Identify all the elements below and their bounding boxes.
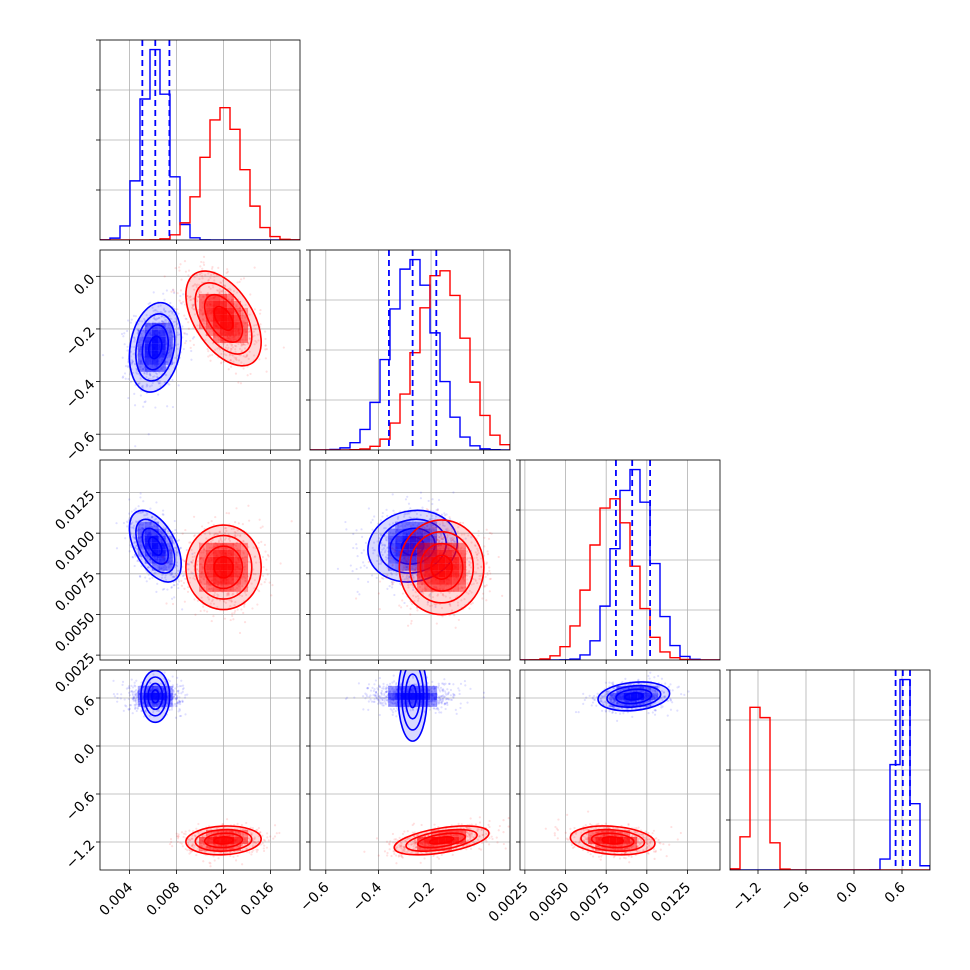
- contours-blue: [128, 301, 182, 393]
- panel-frame: [99, 669, 301, 871]
- panel-frame: [309, 669, 511, 871]
- grid: [310, 670, 510, 870]
- contours-red: [185, 270, 262, 367]
- y-tick-label: −0.4: [63, 377, 98, 412]
- panel-frame: [309, 249, 511, 451]
- y-tick-label: 0.6: [71, 693, 98, 720]
- histogram-blue: [100, 48, 300, 240]
- x-tick-label: −0.4: [350, 879, 385, 914]
- contours-blue: [128, 509, 182, 583]
- panel-frame: [99, 249, 301, 451]
- y-tick-label: −1.2: [63, 837, 98, 872]
- x-tick-label: 0.0100: [608, 880, 654, 926]
- x-tick-label: 0.0: [463, 880, 490, 907]
- panel-3-0: −1.2 −0.6 0.0 0.6 0.004 0.008 0.012 0.016: [63, 669, 301, 920]
- histogram-blue: [520, 468, 720, 660]
- panel-frame: [519, 459, 721, 661]
- y-tick-label: 0.0100: [52, 528, 98, 574]
- grid: [310, 249, 510, 450]
- x-tick-label: 0.012: [191, 880, 231, 920]
- panel-3-1: −0.6 −0.4 −0.2 0.0: [297, 669, 511, 915]
- y-tick-label: −0.2: [63, 324, 98, 359]
- x-tick-label: 0.0075: [567, 880, 613, 926]
- panel-0-0: [96, 39, 301, 244]
- x-tick-label: −1.2: [729, 880, 764, 915]
- y-tick-label: 0.0125: [52, 488, 98, 534]
- y-tick-label: 0.0075: [52, 569, 98, 615]
- panel-3-3: −1.2 −0.6 0.0 0.6: [726, 669, 931, 915]
- y-tick-label: −0.6: [63, 429, 98, 464]
- panel-1-1: [306, 249, 511, 454]
- panel-frame: [99, 459, 301, 661]
- grid: [100, 460, 300, 660]
- contours-red: [398, 519, 485, 616]
- contours-blue: [597, 681, 671, 712]
- x-tick-label: 0.0025: [486, 880, 532, 926]
- x-tick-label: 0.0125: [648, 880, 694, 926]
- panel-frame: [729, 669, 931, 871]
- contours-red: [185, 524, 262, 611]
- y-tick-label: 0.0: [71, 741, 98, 768]
- panel-frame: [519, 669, 721, 871]
- x-tick-label: 0.004: [97, 879, 137, 919]
- density-red: [417, 542, 467, 592]
- panel-2-1: [306, 459, 511, 664]
- x-tick-label: 0.016: [238, 879, 278, 919]
- panel-1-0: −0.6 −0.4 −0.2 0.0: [63, 249, 301, 465]
- histogram-blue: [310, 258, 510, 450]
- panel-frame: [309, 459, 511, 661]
- x-tick-label: 0.008: [144, 880, 184, 920]
- y-tick-label: −0.6: [63, 789, 98, 824]
- density-red: [199, 293, 249, 343]
- x-tick-label: −0.6: [297, 879, 332, 914]
- contours-red: [393, 825, 490, 856]
- panel-frame: [99, 39, 301, 241]
- x-tick-label: 0.6: [882, 879, 909, 906]
- y-tick-label: 0.0050: [52, 610, 98, 656]
- panel-2-2: [516, 459, 721, 664]
- x-tick-label: −0.2: [403, 880, 438, 915]
- histogram-red: [310, 270, 510, 450]
- contours-red: [569, 825, 656, 856]
- x-tick-label: −0.6: [777, 879, 812, 914]
- x-tick-label: 0.0050: [526, 880, 572, 926]
- contours-red: [185, 825, 262, 856]
- y-tick-label: 0.0: [71, 271, 98, 298]
- contours-blue: [397, 670, 428, 742]
- grid: [310, 460, 510, 660]
- x-tick-label: 0.0: [834, 880, 861, 907]
- y-tick-label: 0.0025: [52, 650, 98, 696]
- histogram-red: [520, 498, 720, 660]
- contours-blue: [140, 670, 171, 724]
